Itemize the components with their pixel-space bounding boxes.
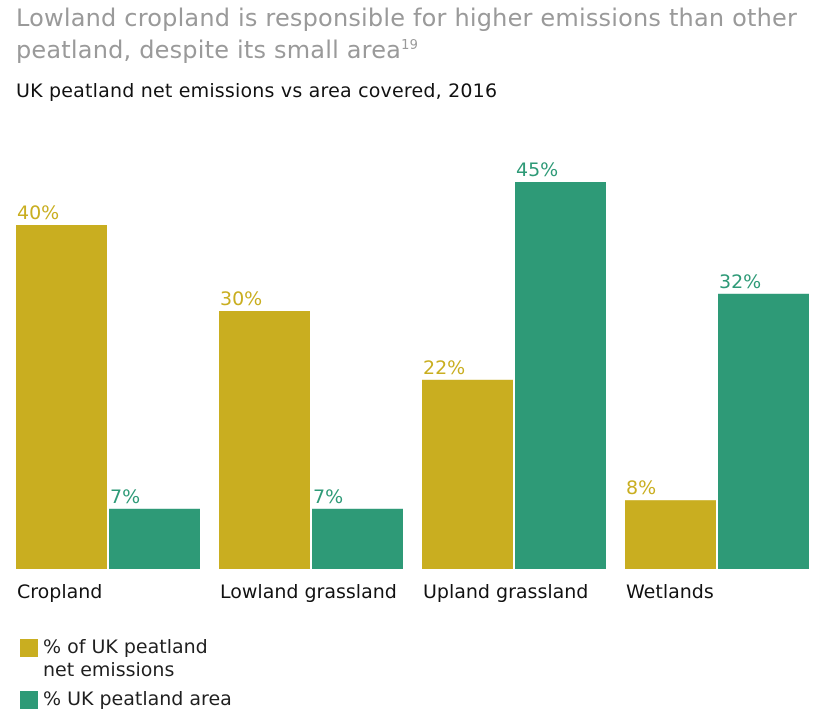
- footnote-ref: 19: [401, 38, 419, 53]
- legend-label-emissions-line1: % of UK peatland: [43, 636, 208, 658]
- data-label-area-0: 7%: [110, 486, 140, 508]
- data-label-area-2: 45%: [516, 159, 558, 181]
- chart-headline: Lowland cropland is responsible for high…: [16, 2, 816, 66]
- legend-item-area: % UK peatland area: [20, 688, 232, 711]
- headline-text: Lowland cropland is responsible for high…: [16, 4, 798, 64]
- bar-chart: 40% 7% Cropland 30% 7% Lowland grassland 22% 45…: [16, 159, 809, 603]
- bar-area-1: [312, 508, 403, 569]
- legend-label-area: % UK peatland area: [43, 688, 232, 710]
- bar-emissions-0: [16, 225, 107, 569]
- legend-item-emissions: % of UK peatland net emissions: [20, 636, 232, 682]
- bar-area-2: [515, 182, 606, 569]
- data-label-emissions-1: 30%: [220, 288, 262, 310]
- data-label-emissions-2: 22%: [423, 357, 465, 379]
- category-label-2: Upland grassland: [423, 581, 588, 603]
- bar-emissions-2: [422, 379, 513, 569]
- bar-area-3: [718, 293, 809, 569]
- category-label-1: Lowland grassland: [220, 581, 397, 603]
- chart-title: UK peatland net emissions vs area covere…: [16, 80, 498, 102]
- legend-label-emissions-line2: net emissions: [43, 659, 175, 681]
- legend-swatch-emissions: [20, 639, 38, 657]
- category-label-0: Cropland: [17, 581, 102, 603]
- category-label-3: Wetlands: [626, 581, 714, 603]
- bar-area-0: [109, 508, 200, 569]
- bar-emissions-1: [219, 311, 310, 569]
- data-label-area-3: 32%: [719, 271, 761, 293]
- data-label-emissions-3: 8%: [626, 477, 656, 499]
- bar-emissions-3: [625, 500, 716, 569]
- data-label-area-1: 7%: [313, 486, 343, 508]
- legend-swatch-area: [20, 691, 38, 709]
- legend: % of UK peatland net emissions % UK peat…: [20, 636, 232, 717]
- data-label-emissions-0: 40%: [17, 202, 59, 224]
